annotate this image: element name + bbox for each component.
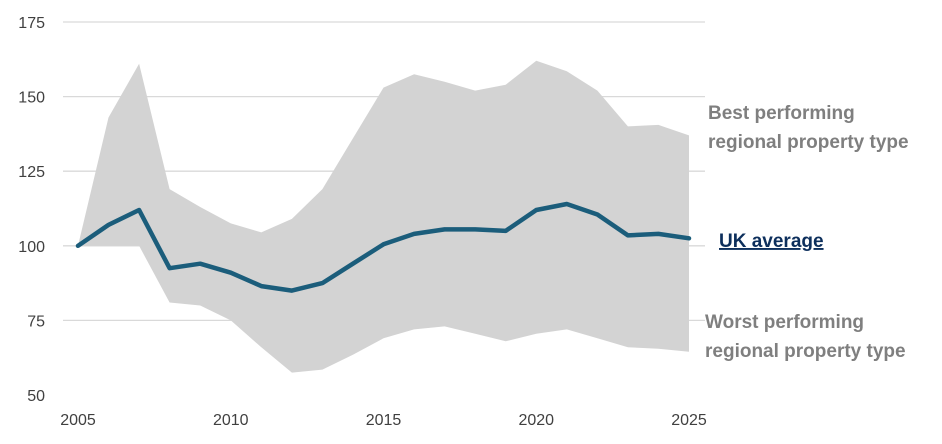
y-axis: 50 75 100 125 150 175 [18,15,45,405]
worst-label-line1: Worst performing [705,312,864,333]
band-layer [78,60,689,373]
range-band-area [78,60,689,373]
uk-average-label: UK average [719,231,824,252]
annotations: Best performing regional property type U… [705,103,909,362]
y-tick-label: 75 [27,313,45,330]
y-tick-label: 125 [18,164,45,181]
x-tick-label: 2010 [213,412,249,429]
x-tick-label: 2025 [671,412,707,429]
y-tick-label: 100 [18,239,45,256]
x-tick-label: 2020 [518,412,554,429]
best-label-line2: regional property type [708,132,909,153]
line-layer [75,201,692,293]
y-tick-label: 50 [27,388,45,405]
x-tick-label: 2015 [366,412,402,429]
y-tick-label: 150 [18,90,45,107]
x-tick-label: 2005 [60,412,96,429]
y-tick-label: 175 [18,15,45,32]
worst-label-line2: regional property type [705,341,906,362]
uk-average-line [75,201,692,293]
best-label-line1: Best performing [708,103,855,124]
x-axis: 2005 2010 2015 2020 2025 [60,412,707,429]
